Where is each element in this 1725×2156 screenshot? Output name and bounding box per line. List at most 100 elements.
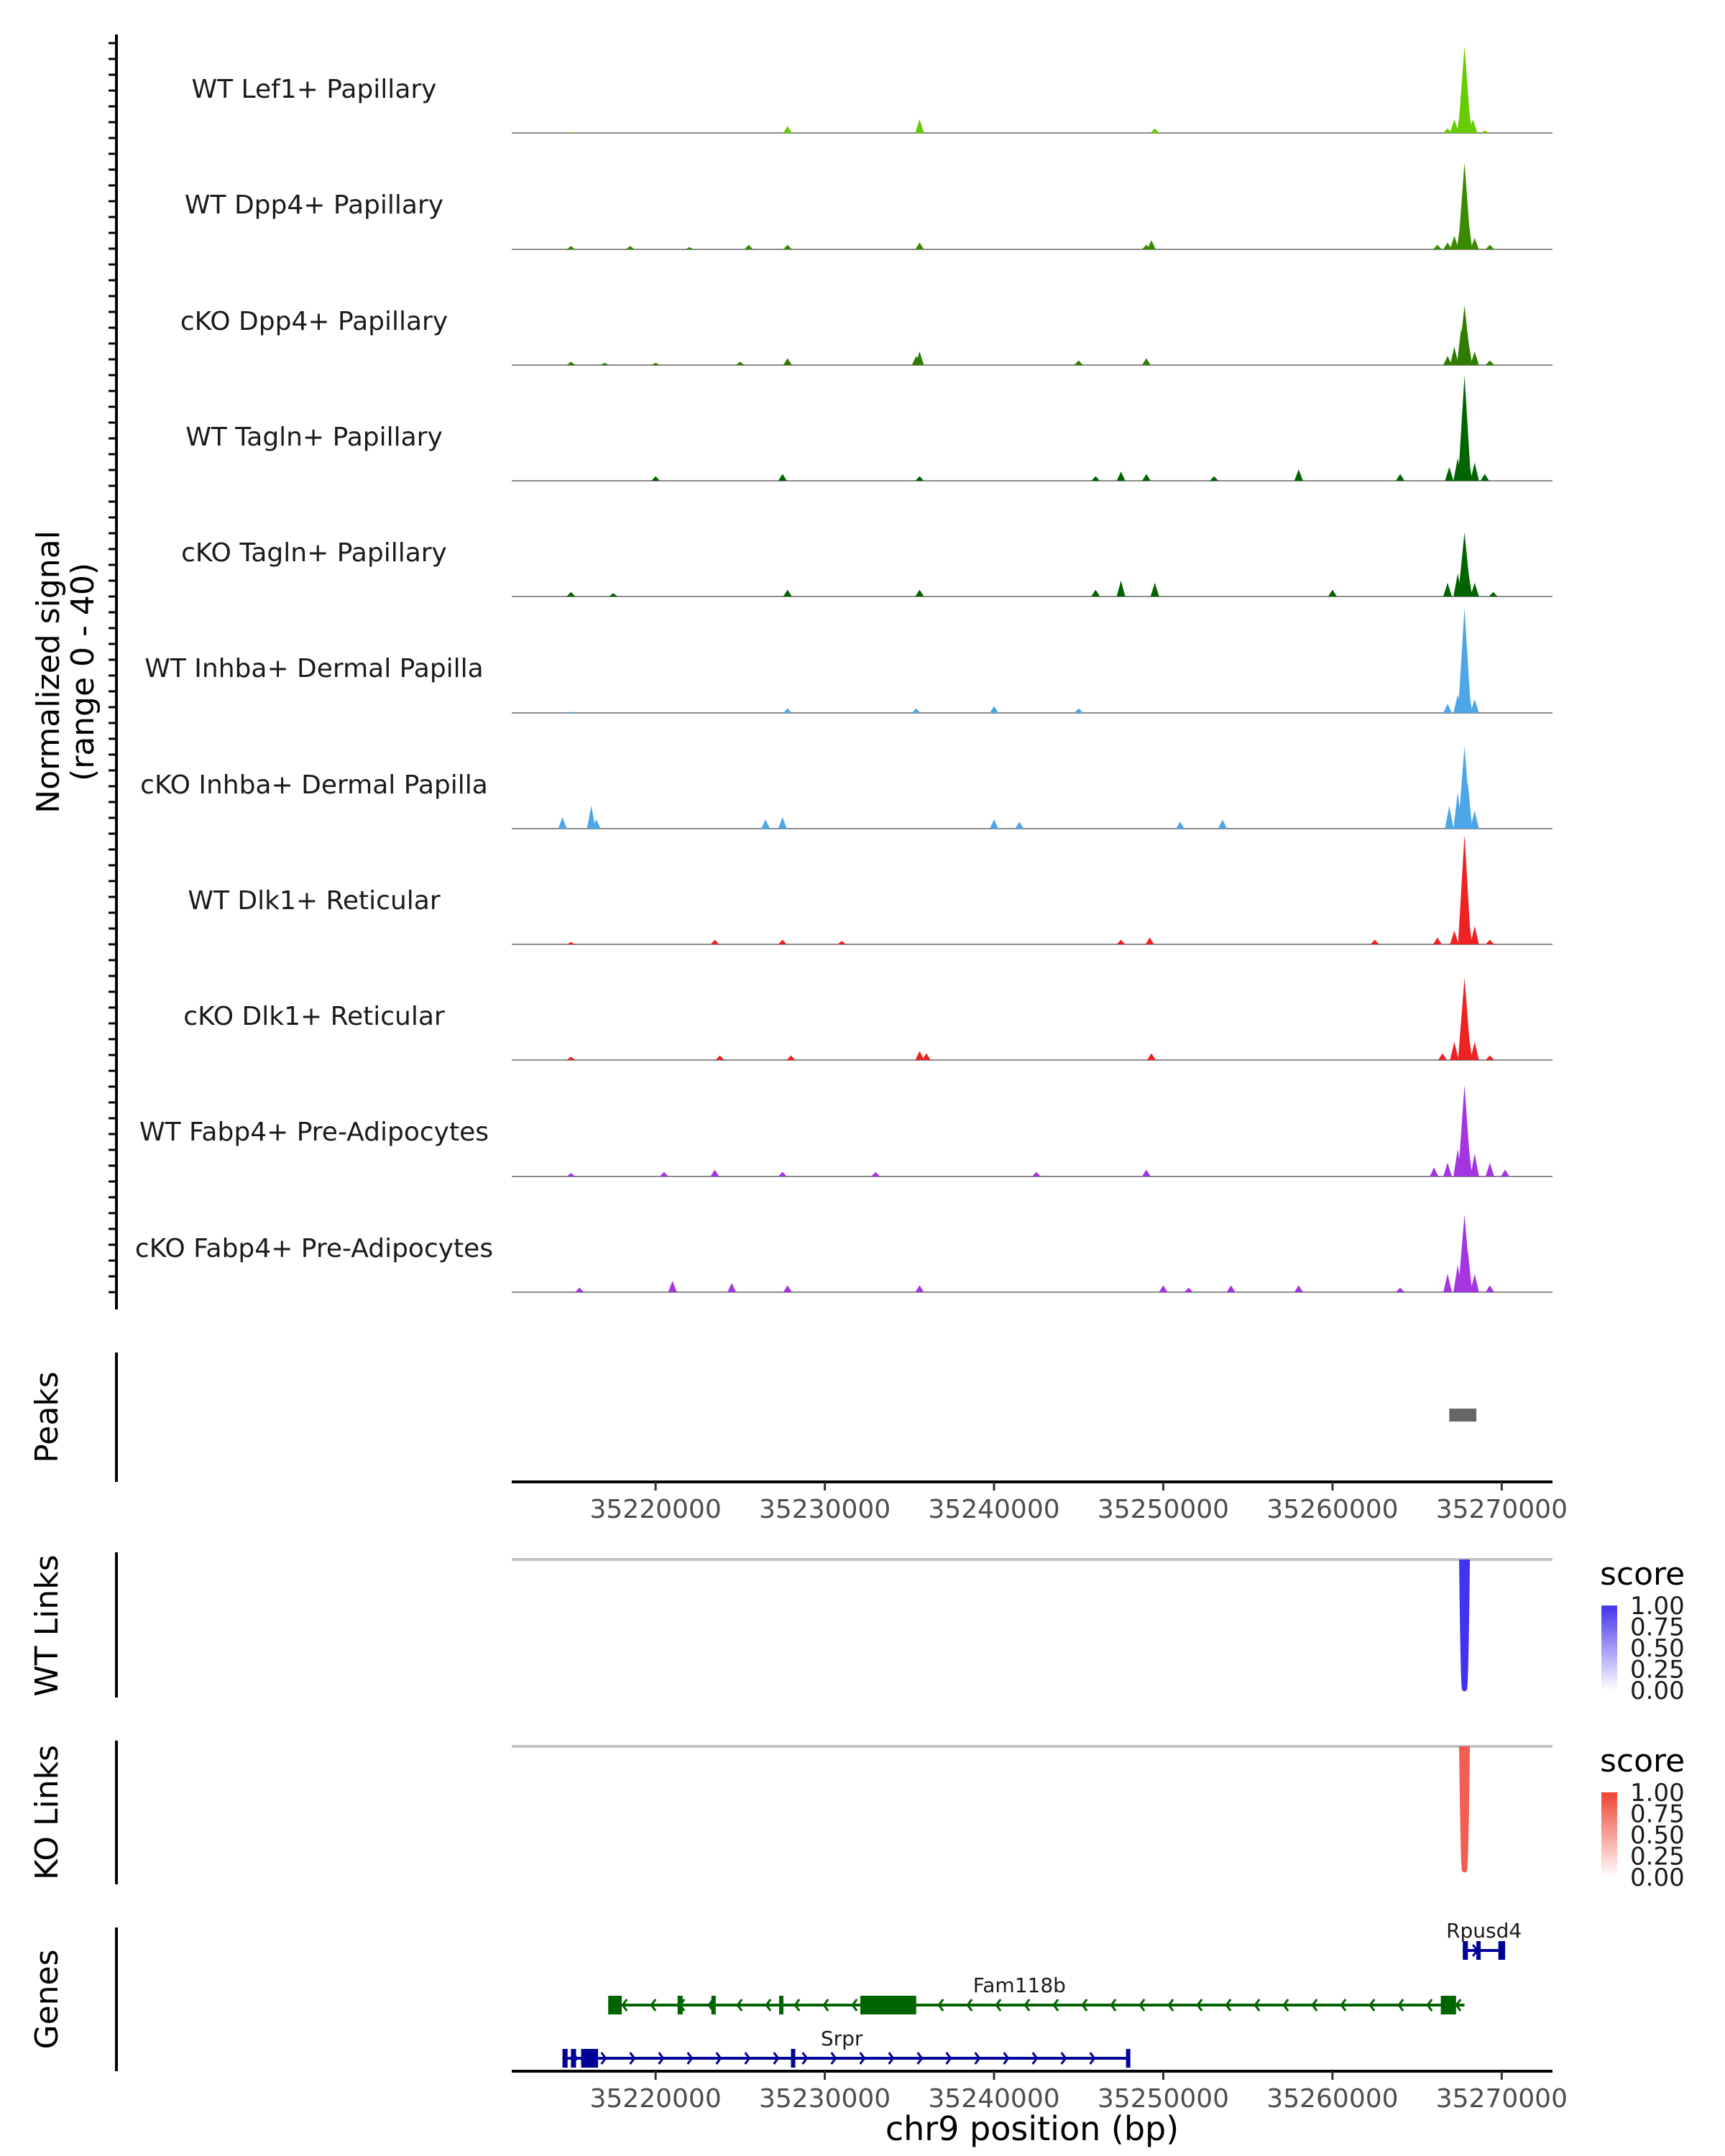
coverage-y-ticks xyxy=(109,42,116,1294)
track-label: WT Lef1+ Papillary xyxy=(192,75,437,104)
signal-peak xyxy=(1470,238,1479,249)
track-label: WT Dpp4+ Papillary xyxy=(185,190,443,220)
strand-chevron xyxy=(1089,2052,1096,2065)
signal-peak xyxy=(786,1055,796,1060)
peak-region xyxy=(1449,1409,1477,1422)
signal-peak xyxy=(911,708,921,713)
peaks-regions xyxy=(1449,1409,1477,1422)
signal-peak xyxy=(659,1171,668,1176)
signal-peak xyxy=(915,242,924,249)
x-tick-label: 35230000 xyxy=(759,1495,891,1524)
signal-peak xyxy=(1443,704,1453,713)
signal-peak xyxy=(1091,476,1100,481)
legend-value: 0.75 xyxy=(1630,1800,1685,1829)
wt-links-panel: WT Links score 1.000.750.500.250.00 xyxy=(29,1552,1685,1705)
ko-links-ylabel: KO Links xyxy=(29,1745,65,1880)
x-tick-label: 35220000 xyxy=(590,1495,722,1524)
signal-peak xyxy=(1463,1250,1473,1292)
signal-peak xyxy=(1463,453,1473,481)
strand-chevron xyxy=(851,1999,858,2012)
wt-links-legend-title: score xyxy=(1600,1556,1685,1593)
signal-peak xyxy=(566,246,576,249)
strand-chevron xyxy=(1060,2052,1067,2065)
signal-peak xyxy=(915,119,924,133)
signal-peak xyxy=(1485,939,1494,944)
wt-links-ylabel: WT Links xyxy=(29,1554,65,1696)
signal-peak xyxy=(1443,128,1453,133)
signal-peak xyxy=(1463,215,1473,249)
track-1: WT Dpp4+ Papillary xyxy=(185,162,1552,250)
strand-chevron xyxy=(1397,1999,1404,2012)
gene-exon xyxy=(608,1996,622,2014)
x-tick-label: 35250000 xyxy=(1098,1495,1229,1524)
signal-peak xyxy=(1450,235,1459,249)
signal-peak xyxy=(1074,360,1083,365)
track-label: cKO Dpp4+ Papillary xyxy=(180,307,448,336)
signal-peak xyxy=(1470,926,1479,944)
strand-chevron xyxy=(794,1999,801,2012)
signal-peak xyxy=(1470,462,1479,481)
gene-exon xyxy=(860,1996,916,2014)
strand-chevron xyxy=(1024,1999,1031,2012)
signal-peak xyxy=(1470,1153,1479,1176)
signal-peak xyxy=(1159,1285,1168,1292)
signal-peak xyxy=(990,819,999,829)
wt-links-legend: score 1.000.750.500.250.00 xyxy=(1600,1556,1685,1705)
ko-links-legend: score 1.000.750.500.250.00 xyxy=(1600,1743,1685,1892)
signal-peak xyxy=(915,1051,924,1060)
signal-peak xyxy=(651,476,661,481)
x-axis-title: chr9 position (bp) xyxy=(886,2109,1179,2148)
strand-chevron xyxy=(765,1999,772,2012)
signal-peak xyxy=(1432,937,1442,944)
signal-peak xyxy=(1470,810,1479,829)
strand-chevron xyxy=(650,1999,657,2012)
strand-chevron xyxy=(1031,2052,1039,2065)
strand-chevron xyxy=(830,2052,837,2065)
strand-chevron xyxy=(1340,1999,1347,2012)
signal-peak xyxy=(1443,582,1453,596)
signal-peak xyxy=(761,819,770,829)
gene-exon xyxy=(562,2049,568,2068)
gene-rpusd4: Rpusd4 xyxy=(1446,1919,1522,1960)
strand-chevron xyxy=(1311,1999,1318,2012)
strand-chevron xyxy=(974,2052,981,2065)
signal-peak xyxy=(1485,1285,1494,1292)
ko-links-panel: KO Links score 1.000.750.500.250.00 xyxy=(29,1741,1685,1892)
signal-peak xyxy=(1463,681,1473,713)
track-label: cKO Fabp4+ Pre-Adipocytes xyxy=(135,1234,493,1263)
strand-chevron xyxy=(801,2052,809,2065)
strand-chevron xyxy=(736,1999,743,2012)
signal-peak xyxy=(915,476,924,481)
signal-peak xyxy=(1470,582,1479,596)
strand-chevron xyxy=(1455,1999,1462,2012)
signal-peak xyxy=(566,711,576,713)
signal-peak xyxy=(783,358,792,365)
signal-peak xyxy=(1485,360,1494,365)
signal-peak xyxy=(1480,130,1489,133)
signal-peak xyxy=(1443,1273,1453,1292)
signal-peak xyxy=(710,939,719,944)
track-label: WT Dlk1+ Reticular xyxy=(188,886,440,916)
strand-chevron xyxy=(1282,1999,1289,2012)
strand-chevron xyxy=(1254,1999,1261,2012)
gene-label: Rpusd4 xyxy=(1446,1919,1522,1943)
signal-peak xyxy=(837,941,847,944)
gene-exon xyxy=(581,2049,599,2068)
signal-peak xyxy=(1210,476,1219,481)
legend-value: 0.50 xyxy=(1630,1821,1685,1850)
strand-chevron xyxy=(629,2052,636,2065)
strand-chevron xyxy=(1138,1999,1146,2012)
signal-peak xyxy=(1485,244,1494,249)
signal-peak xyxy=(1146,240,1156,249)
gene-exon xyxy=(1463,1941,1468,1960)
strand-chevron xyxy=(916,2052,924,2065)
track-10: cKO Fabp4+ Pre-Adipocytes xyxy=(135,1214,1552,1293)
signal-peak xyxy=(566,132,576,133)
signal-peak xyxy=(1294,469,1303,481)
signal-peak xyxy=(727,1283,737,1292)
signal-peak xyxy=(1176,821,1185,829)
gene-exon xyxy=(711,1996,716,2014)
signal-peak xyxy=(1470,1273,1479,1292)
x-tick-label: 35220000 xyxy=(590,2084,722,2114)
signal-peak xyxy=(685,247,694,249)
